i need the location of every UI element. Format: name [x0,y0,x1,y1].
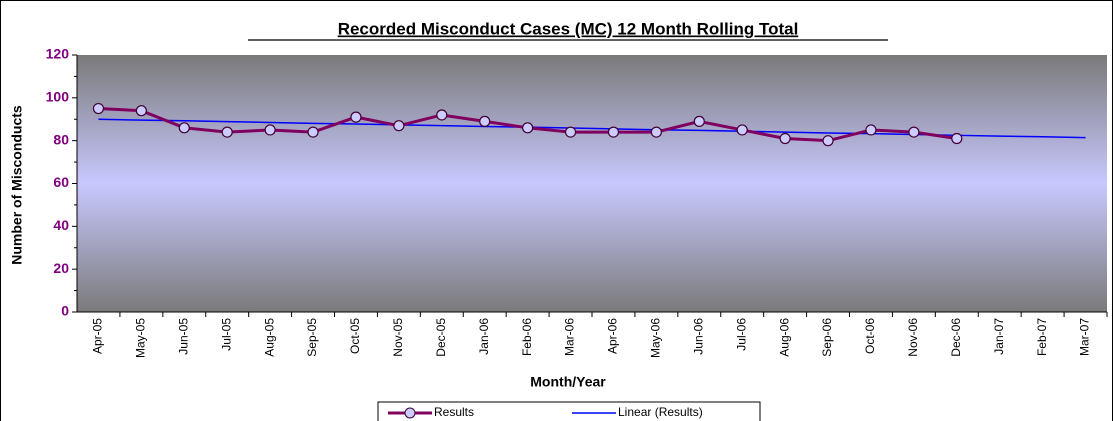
x-tick-label: Sep-06 [820,318,834,357]
y-axis-label: Number of Misconducts [9,105,25,265]
x-tick-label: May-05 [134,318,148,358]
y-tick-label: 60 [53,174,69,190]
legend-label: Results [434,405,474,419]
x-tick-label: Nov-05 [391,318,405,357]
plot-area [77,55,1107,312]
x-tick-label: Jul-05 [219,318,233,351]
y-tick-label: 80 [53,131,69,147]
y-tick-label: 0 [61,303,69,319]
point [693,115,705,127]
point [307,126,319,138]
chart-title: Recorded Misconduct Cases (MC) 12 Month … [338,19,799,38]
x-axis-label: Month/Year [530,374,606,390]
point [779,132,791,145]
legend-label: Linear (Results) [618,405,703,419]
point [221,126,233,138]
x-tick-label: Jun-05 [176,318,190,355]
x-tick-label: Jun-06 [691,318,705,355]
point [822,135,834,147]
point [264,124,276,136]
legend [377,401,761,421]
point [479,115,491,127]
point [522,122,534,134]
x-tick-label: Dec-06 [949,318,963,357]
x-tick-label: Nov-06 [906,318,920,357]
y-tick-label: 20 [53,260,69,276]
point [908,126,920,138]
point [92,102,105,115]
point [607,126,620,138]
y-tick-label: 100 [46,89,70,105]
x-tick-label: Sep-05 [305,318,319,357]
x-tick-label: Feb-07 [1035,318,1049,356]
point [436,109,448,121]
x-tick-label: Aug-06 [777,318,791,357]
x-tick-label: Jan-07 [992,318,1006,355]
point [736,124,748,136]
point [650,126,662,138]
point [135,105,147,117]
x-tick-label: Mar-06 [563,318,577,356]
point [178,122,190,134]
x-tick-label: Mar-07 [1078,318,1092,356]
point [350,111,362,123]
point [951,132,963,145]
x-tick-label: Jan-06 [477,318,491,355]
x-tick-label: Oct-05 [348,318,362,354]
y-tick-label: 40 [53,217,69,233]
x-tick-label: Aug-05 [262,318,276,357]
x-tick-label: Apr-05 [91,318,105,354]
y-tick-label: 120 [46,46,70,62]
x-tick-label: May-06 [649,318,663,358]
x-tick-label: Feb-06 [520,318,534,356]
point [865,124,877,136]
x-tick-label: Oct-06 [863,318,877,354]
point [393,120,405,132]
point [564,126,577,138]
x-tick-label: Apr-06 [606,318,620,354]
x-tick-label: Jul-06 [734,318,748,351]
x-tick-label: Dec-05 [434,318,448,357]
legend-marker [404,407,416,419]
